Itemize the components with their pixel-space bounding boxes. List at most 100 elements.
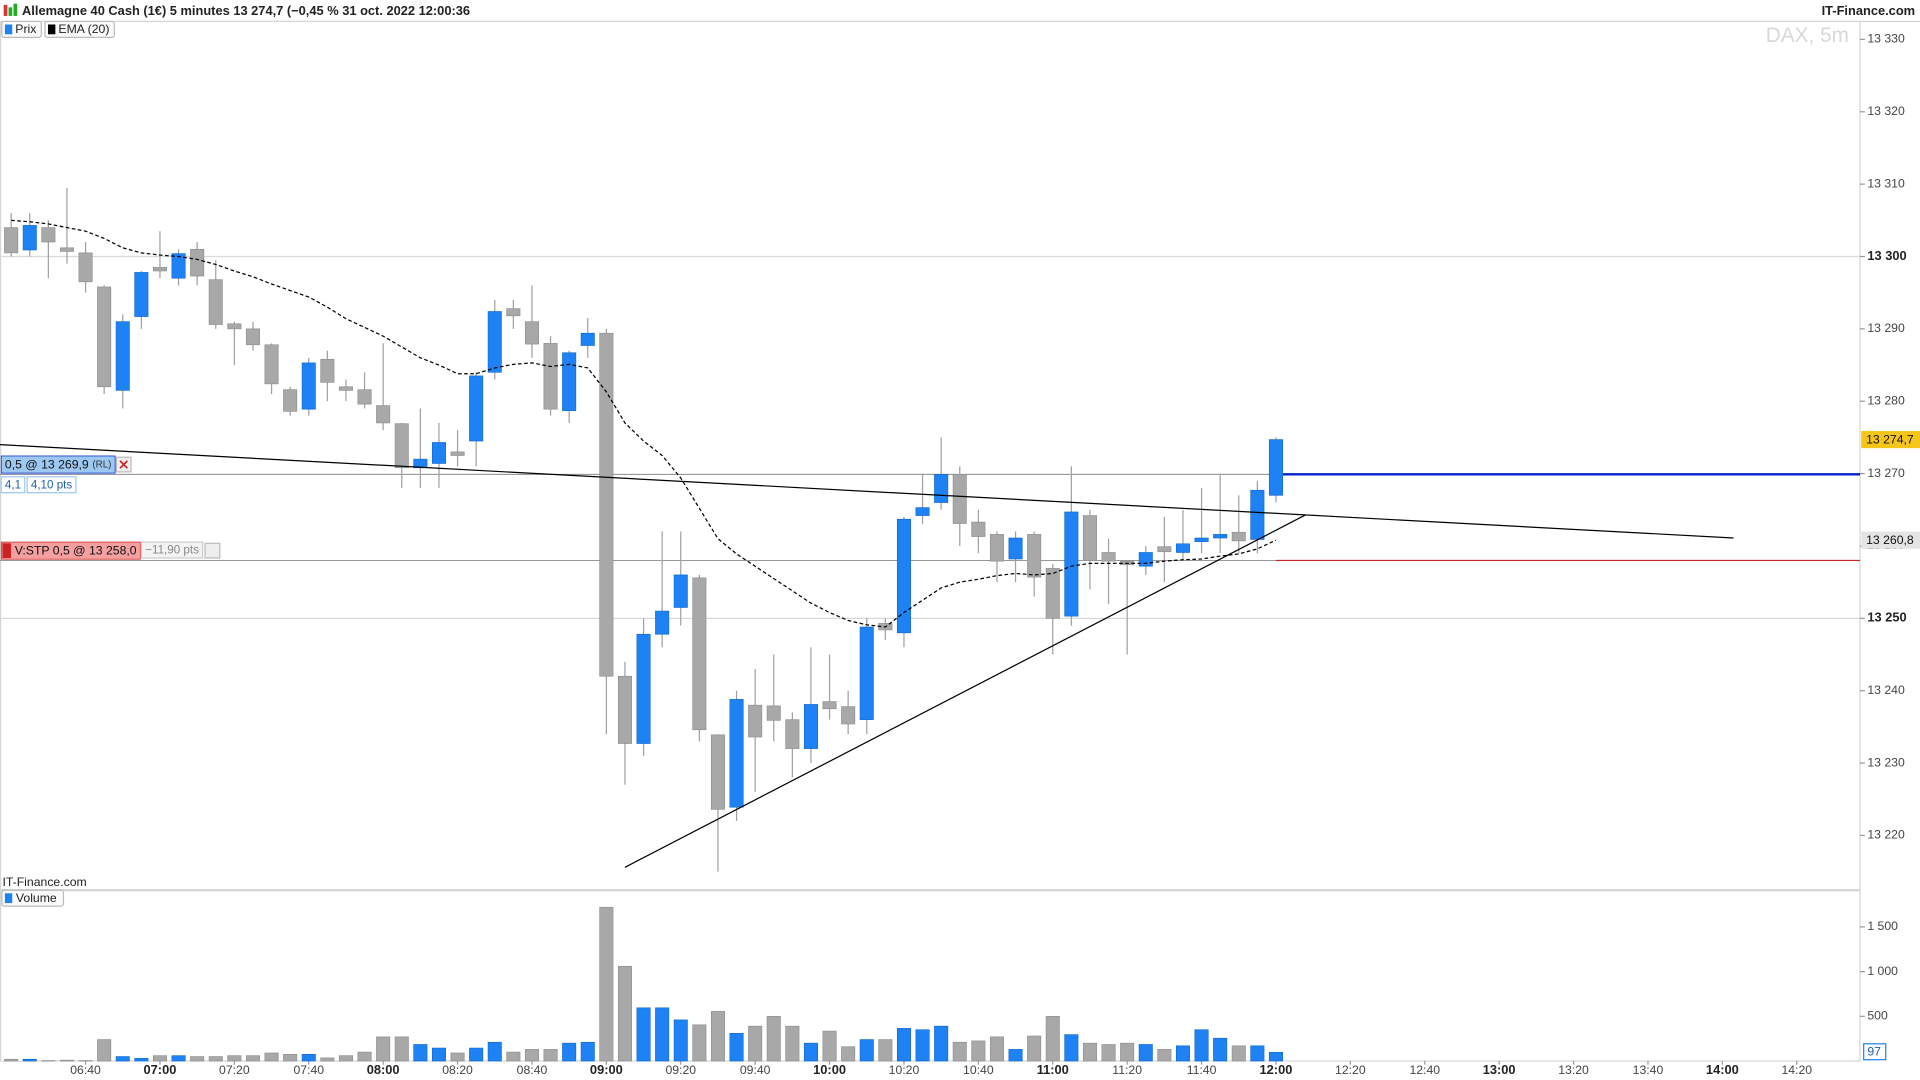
candle-body [394,423,409,469]
volume-bar [338,1055,353,1062]
candle-body [1064,511,1079,617]
app-icon [8,7,13,16]
candle-body [283,389,298,412]
candle-body [376,405,391,424]
volume-bar [264,1052,279,1062]
volume-bar [729,1033,744,1062]
volume-bar [934,1025,949,1062]
last-volume-box [1863,1043,1887,1061]
volume-bar [562,1042,577,1062]
candle-body [320,358,335,383]
volume-bar [1082,1042,1097,1062]
volume-bar [878,1039,893,1062]
volume-bar [636,1007,651,1062]
order-detail: 4,1 [5,478,21,491]
x-tick-label: 06:40 [70,1063,101,1077]
ema-price-tag: 13 260,8 [1866,533,1914,547]
candle-body [357,389,372,405]
volume-bar [469,1047,484,1062]
volume-bar [1268,1052,1283,1062]
volume-bar [506,1051,521,1062]
candle-body [1250,489,1265,540]
volume-bar [599,906,614,1062]
candle-body [785,719,800,749]
volume-panel-frame [0,890,1861,1062]
volume-bar [245,1055,260,1062]
x-tick-label: 11:00 [1037,1062,1069,1077]
x-tick-label: 09:20 [665,1063,696,1077]
candle-body [152,267,167,272]
volume-bar [431,1047,446,1062]
volume-bar [227,1055,242,1062]
volume-bar [376,1036,391,1062]
candle-body [1008,537,1023,560]
legend-item [44,20,115,38]
order-detail-box [0,476,26,494]
volume-bar [989,1036,1004,1062]
candle-body [580,332,595,346]
app-icon [13,3,18,16]
volume-bar [59,1059,74,1062]
candle-body [301,362,316,410]
volume-bar [1194,1029,1209,1062]
x-tick-label: 13:20 [1558,1063,1589,1077]
x-tick-label: 07:40 [293,1063,324,1077]
volume-bar [971,1040,986,1062]
legend-label: EMA (20) [58,22,109,36]
last-price-tag-box [1861,431,1920,449]
volume-bar [543,1049,558,1062]
candle-body [245,328,260,346]
candle-body [22,225,37,251]
volume-bar [524,1049,539,1062]
ema-line [11,219,1277,628]
price-panel-frame [0,20,1861,891]
volume-bar [450,1052,465,1062]
order-detail: −11,90 pts [145,544,199,557]
legend-label: Prix [15,22,36,36]
volume-bar [357,1051,372,1062]
y-tick-label: 13 220 [1867,828,1905,842]
volume-tick-label: 1 000 [1867,964,1898,978]
x-tick-label: 10:40 [963,1063,994,1077]
candle-body [506,308,521,317]
order-box [0,541,141,560]
legend-swatch [4,893,13,904]
volume-bar [1027,1035,1042,1062]
x-tick-label: 11:20 [1112,1063,1142,1077]
candle-body [822,701,837,710]
x-tick-label: 14:00 [1706,1062,1739,1077]
y-tick-label: 13 250 [1867,610,1906,625]
order-close[interactable] [204,542,221,559]
x-tick-label: 13:40 [1633,1063,1664,1077]
candle-body [655,610,670,635]
candle-body [673,574,688,608]
y-tick-label: 13 240 [1867,683,1905,697]
candle-body [841,706,856,725]
volume-bar [841,1046,856,1062]
candle-body [1027,534,1042,578]
volume-bar [487,1041,502,1062]
x-tick-label: 08:40 [517,1063,548,1077]
x-tick-label: 12:40 [1409,1063,1440,1077]
candle-body [1138,552,1153,567]
volume-bar [134,1058,149,1062]
x-tick-label: 09:00 [590,1062,623,1077]
candle-body [134,272,149,317]
candle-body [450,451,465,456]
candle-body [952,474,967,524]
volume-bar [766,1016,781,1062]
candle-body [748,704,763,738]
volume-bar [283,1054,298,1062]
brand: IT-Finance.com [1822,3,1916,18]
candle-body [227,323,242,330]
legend-item [1,889,65,907]
candle-body [1231,531,1246,542]
candle-body [803,704,818,749]
app-icon [3,4,8,16]
candle-body [1101,552,1116,562]
candle-body [896,518,911,634]
candle-body [1213,534,1228,539]
volume-tick-label: 1 500 [1867,919,1898,933]
volume-bar [4,1058,19,1062]
